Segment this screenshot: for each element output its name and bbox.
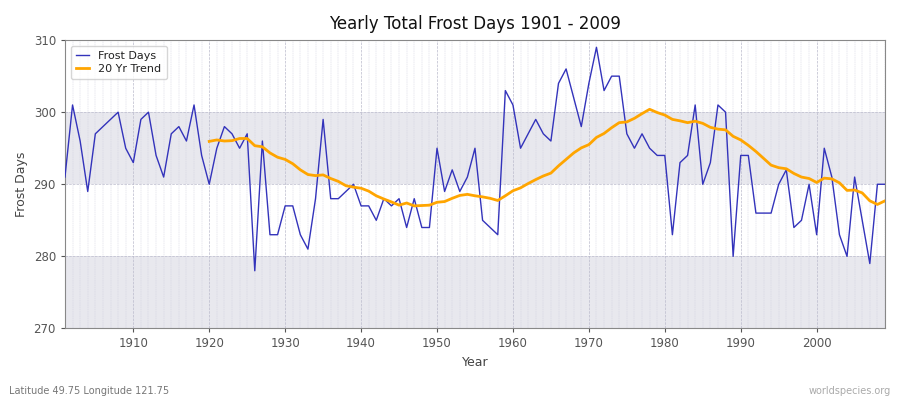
Text: Latitude 49.75 Longitude 121.75: Latitude 49.75 Longitude 121.75 [9, 386, 169, 396]
Title: Yearly Total Frost Days 1901 - 2009: Yearly Total Frost Days 1901 - 2009 [329, 15, 621, 33]
Text: worldspecies.org: worldspecies.org [809, 386, 891, 396]
Bar [65, 256, 885, 328]
Line: Frost Days: Frost Days [65, 47, 885, 271]
Frost Days [591, 45, 602, 50]
Frost Days [121, 146, 131, 151]
20 Yr Trend [864, 198, 875, 203]
20 Yr Trend [644, 107, 655, 112]
20 Yr Trend [203, 139, 214, 144]
20 Yr Trend [796, 175, 807, 180]
20 Yr Trend [879, 198, 890, 203]
20 Yr Trend [409, 204, 419, 208]
Frost Days [249, 268, 260, 273]
Frost Days [59, 175, 70, 180]
Frost Days [879, 182, 890, 187]
Frost Days [614, 74, 625, 78]
Frost Days [508, 102, 518, 107]
Frost Days [295, 232, 306, 237]
Y-axis label: Frost Days: Frost Days [15, 152, 28, 217]
Bar [65, 184, 885, 256]
X-axis label: Year: Year [462, 356, 489, 369]
20 Yr Trend [781, 166, 792, 171]
Frost Days [340, 189, 351, 194]
20 Yr Trend [295, 168, 306, 172]
Line: 20 Yr Trend: 20 Yr Trend [209, 109, 885, 206]
20 Yr Trend [689, 119, 700, 124]
Bar [65, 112, 885, 184]
Frost Days [515, 146, 526, 151]
20 Yr Trend [417, 203, 428, 208]
Bar [65, 40, 885, 112]
Legend: Frost Days, 20 Yr Trend: Frost Days, 20 Yr Trend [70, 46, 167, 79]
